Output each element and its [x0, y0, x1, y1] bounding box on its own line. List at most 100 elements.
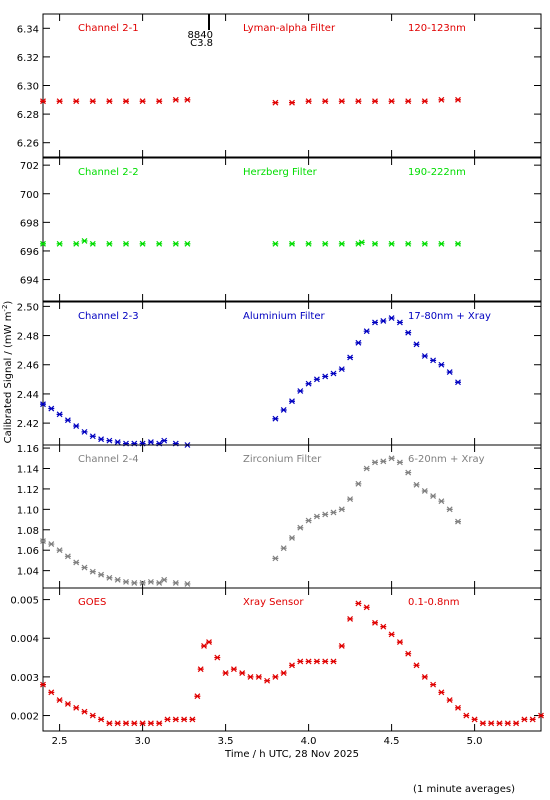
data-point	[56, 411, 63, 418]
panel-frame	[42, 587, 542, 732]
data-point	[421, 98, 428, 105]
y-tick-label: 6.28	[17, 110, 39, 121]
y-tick-label: 1.08	[17, 526, 39, 537]
data-point	[363, 465, 370, 472]
data-point	[372, 459, 378, 466]
data-point	[388, 455, 395, 462]
data-point	[272, 555, 279, 562]
data-point	[139, 240, 146, 247]
data-point	[156, 579, 163, 586]
y-tick-label: 1.06	[17, 546, 39, 557]
data-point	[372, 619, 378, 626]
series-points	[40, 238, 461, 247]
data-point	[272, 99, 279, 106]
flare-label: C3.8	[190, 38, 213, 49]
panel-label: Herzberg Filter	[243, 167, 318, 178]
data-point	[305, 658, 312, 665]
series-points	[40, 96, 461, 106]
data-point	[338, 366, 345, 373]
data-point	[106, 574, 113, 581]
data-point	[421, 673, 428, 680]
data-point	[64, 553, 71, 560]
data-point	[388, 240, 395, 247]
data-point	[322, 658, 329, 665]
data-point	[230, 666, 237, 673]
data-point	[297, 388, 304, 394]
data-point	[147, 578, 154, 585]
data-point	[488, 720, 495, 727]
data-point	[455, 240, 461, 247]
data-point	[40, 681, 46, 688]
data-point	[305, 380, 312, 387]
data-point	[513, 720, 520, 727]
data-point	[156, 98, 163, 105]
x-tick-label: 5.0	[467, 736, 483, 747]
data-point	[455, 96, 461, 103]
data-point	[380, 458, 387, 465]
data-point	[81, 708, 88, 715]
data-point	[405, 650, 412, 657]
y-tick-label: 0.002	[10, 712, 39, 723]
data-point	[446, 369, 453, 375]
data-point	[48, 541, 55, 548]
data-point	[264, 677, 271, 684]
data-point	[131, 720, 138, 727]
data-point	[396, 459, 403, 466]
data-point	[322, 511, 329, 518]
data-point	[123, 240, 129, 247]
panel-label: Xray Sensor	[243, 597, 304, 608]
panel-label: Lyman-alpha Filter	[243, 23, 336, 34]
data-point	[538, 712, 544, 719]
panel-label: 0.1-0.8nm	[408, 597, 460, 608]
data-point	[405, 469, 412, 476]
y-tick-label: 0.003	[10, 673, 39, 684]
panel-frame	[42, 444, 542, 589]
data-point	[64, 701, 71, 707]
y-tick-label: 2.46	[17, 361, 39, 372]
data-point	[438, 96, 445, 103]
flare-label: 8840	[188, 30, 213, 41]
data-point	[161, 576, 168, 583]
data-point	[172, 240, 179, 247]
x-tick-label: 4.0	[301, 736, 317, 747]
data-point	[89, 712, 96, 719]
data-point	[297, 524, 304, 531]
y-tick-label: 702	[20, 161, 39, 172]
data-point	[446, 506, 453, 513]
panel-label: 190-222nm	[408, 167, 466, 178]
data-point	[313, 513, 320, 520]
data-point	[405, 329, 412, 336]
data-point	[114, 439, 121, 446]
data-point	[446, 697, 453, 704]
data-point	[214, 654, 221, 661]
data-point	[164, 716, 171, 723]
data-point	[305, 240, 312, 247]
data-point	[197, 666, 204, 673]
data-point	[64, 417, 71, 424]
data-point	[172, 96, 179, 103]
data-point	[272, 673, 279, 680]
data-point	[430, 493, 437, 499]
series-points	[40, 455, 461, 587]
data-point	[413, 341, 420, 348]
data-point	[206, 639, 212, 646]
panel-label: Aluminium Filter	[243, 311, 326, 322]
data-point	[81, 428, 88, 435]
data-point	[405, 98, 412, 105]
data-point	[438, 361, 445, 368]
data-point	[380, 318, 387, 324]
data-point	[89, 240, 96, 247]
y-tick-label: 2.50	[17, 302, 39, 313]
data-point	[48, 689, 55, 696]
y-tick-label: 1.12	[17, 485, 39, 496]
y-tick-label: 2.44	[17, 390, 39, 401]
data-point	[438, 240, 445, 247]
data-point	[73, 423, 80, 429]
data-point	[355, 339, 362, 346]
x-axis: 2.5 3.0 3.5 4.0 4.5 5.0 Time / h UTC, 28 Nov 2…	[52, 736, 483, 760]
data-point	[56, 697, 63, 704]
panel-label: 17-80nm + Xray	[408, 311, 491, 322]
data-point	[139, 720, 146, 727]
data-point	[388, 315, 395, 321]
panel-label: 120-123nm	[408, 23, 466, 34]
